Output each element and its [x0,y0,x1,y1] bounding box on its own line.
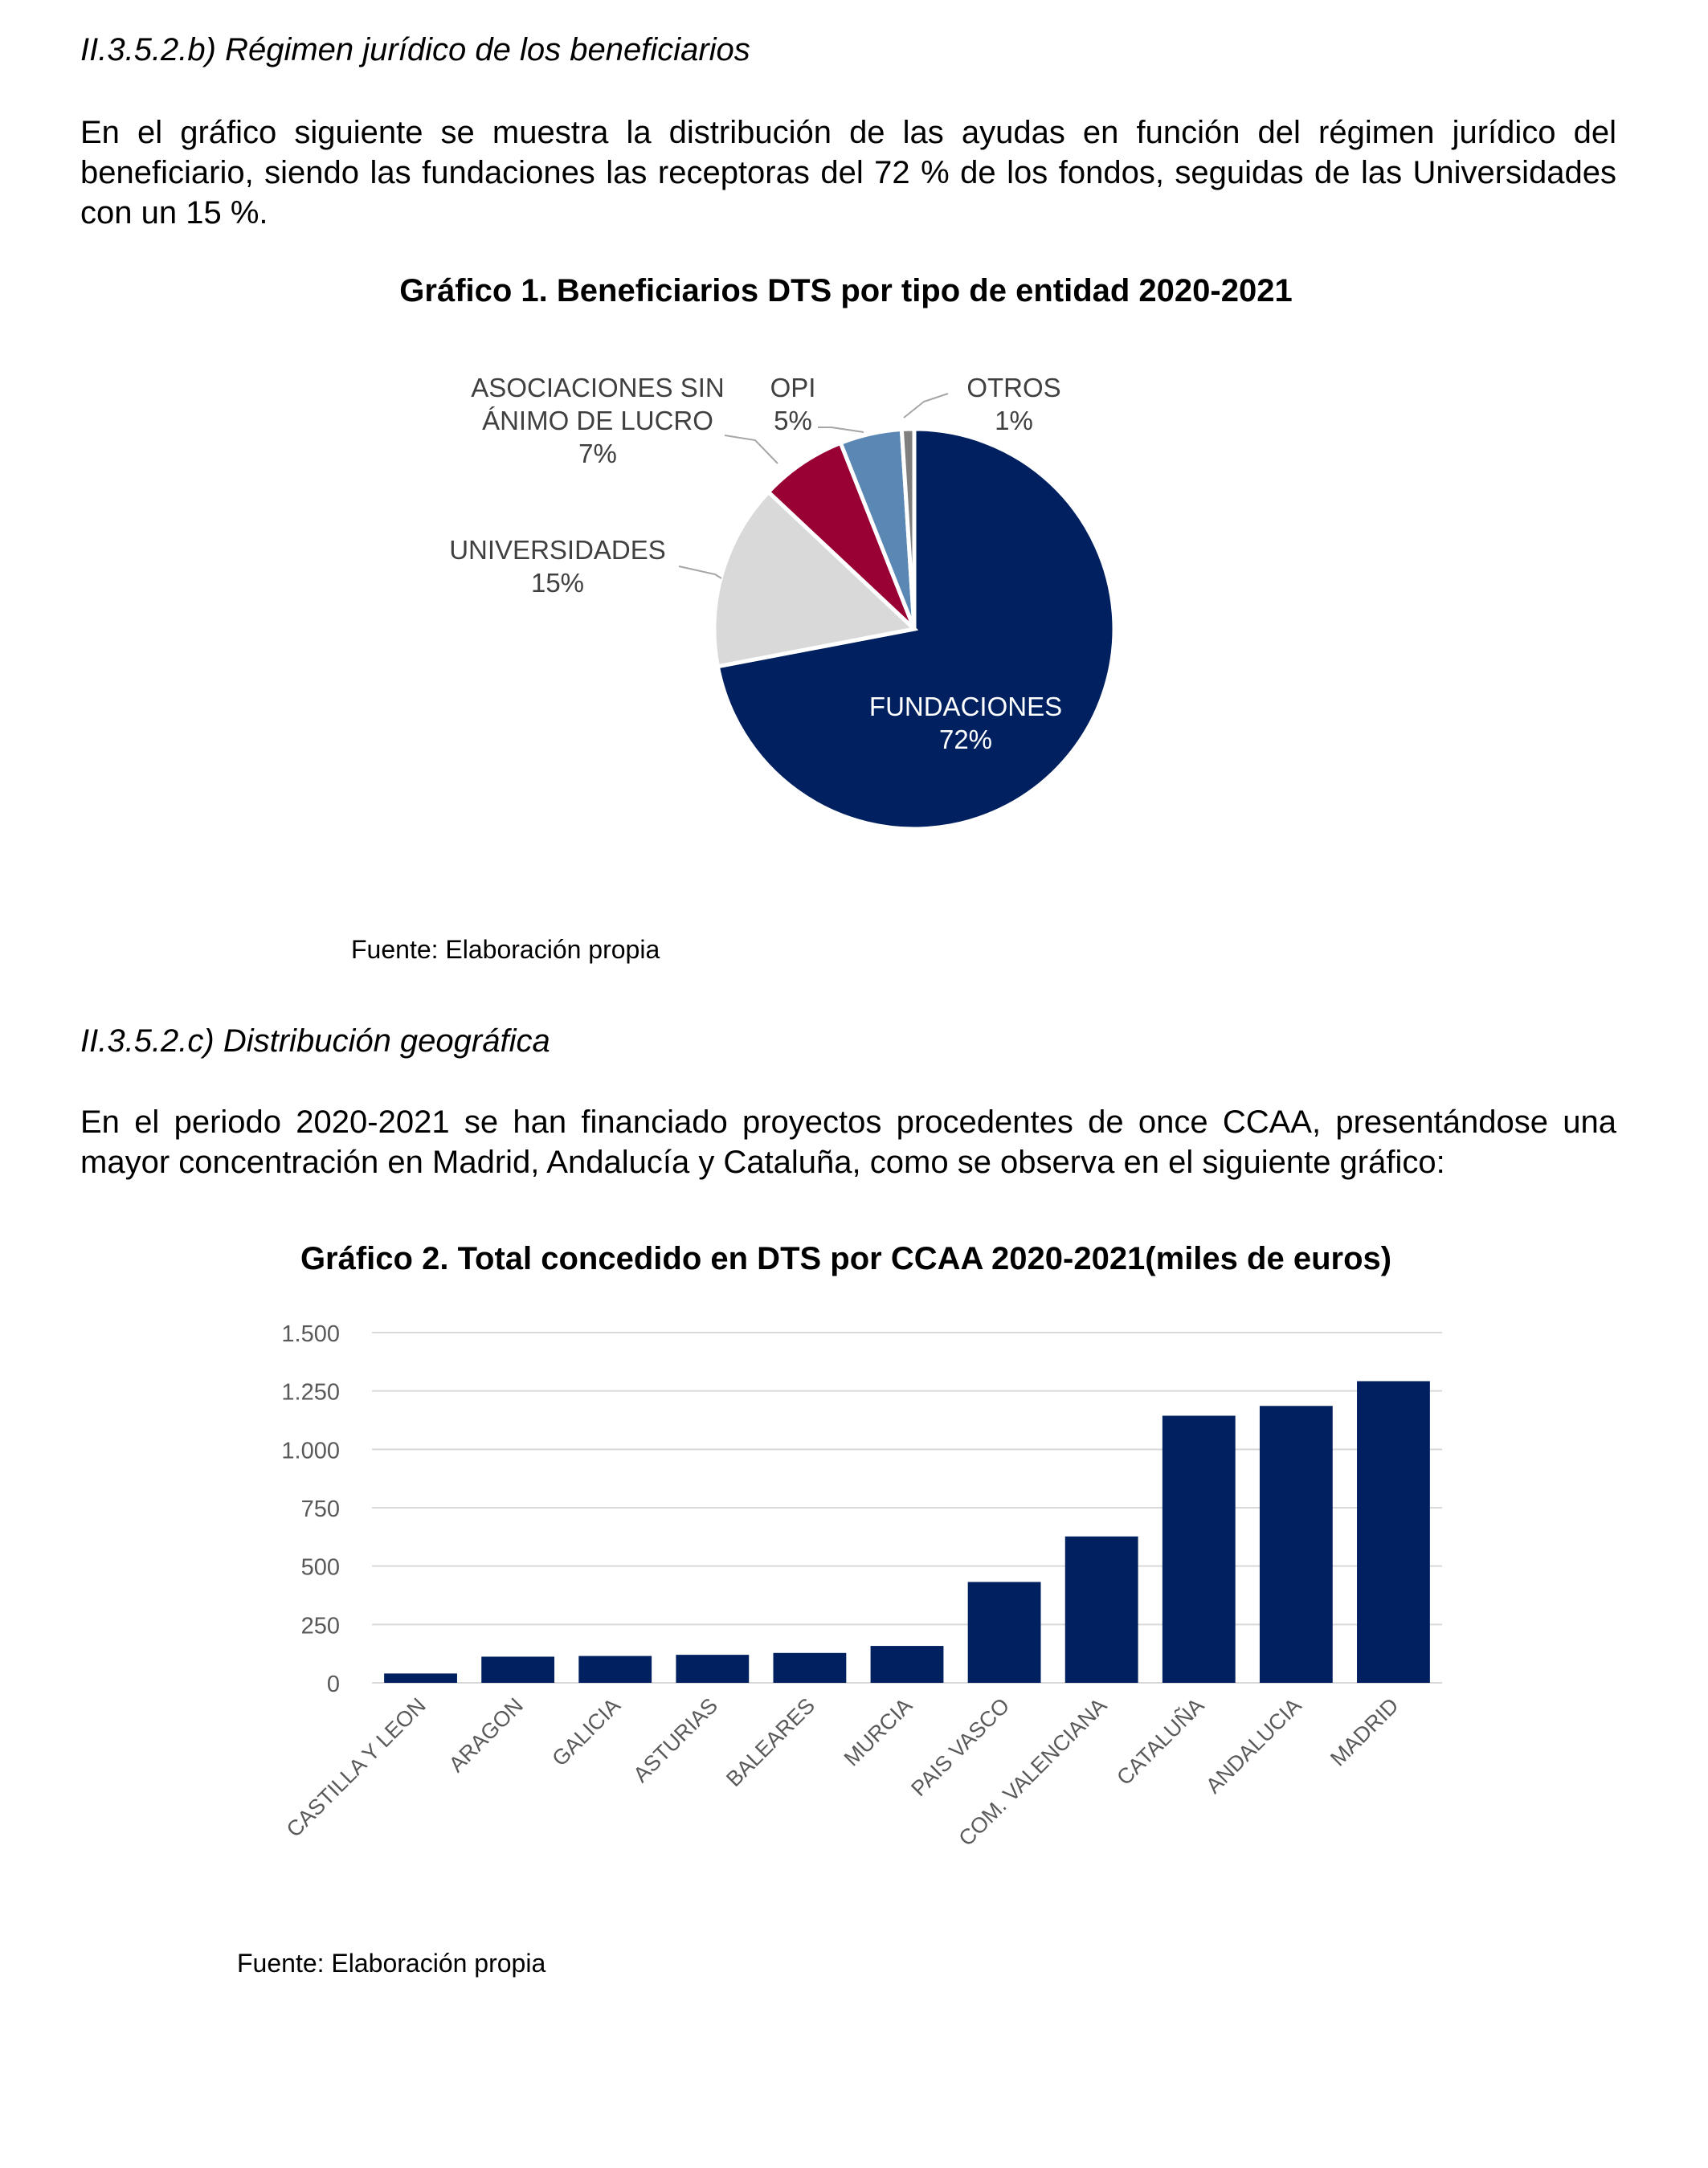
pie-label-asociaciones: ASOCIACIONES SIN [471,373,724,402]
pie-label-opi: 5% [774,406,812,435]
bar-pais-vasco [967,1582,1041,1683]
leader-line-asociaciones [724,435,778,464]
chart2-source: Fuente: Elaboración propia [237,1949,546,1978]
x-tick-label: BALEARES [721,1693,819,1791]
x-tick-label: ARAGON [444,1693,528,1777]
y-tick-label: 0 [327,1672,340,1697]
y-tick-label: 1.000 [281,1438,340,1464]
bar-madrid [1357,1381,1430,1683]
pie-label-otros: OTROS [966,373,1060,402]
section-c-heading: II.3.5.2.c) Distribución geográfica [80,1023,550,1059]
pie-slice-universidades [712,489,919,669]
x-tick-label: PAIS VASCO [906,1693,1014,1801]
x-tick-label: MADRID [1326,1693,1404,1771]
bar-asturias [676,1655,750,1683]
leader-line-opi [818,427,864,433]
x-tick-label: GALICIA [547,1693,625,1771]
bar-andalucia [1259,1406,1333,1683]
section-b-heading: II.3.5.2.b) Régimen jurídico de los bene… [80,32,750,67]
x-tick-label: ANDALUCIA [1201,1693,1306,1798]
bar-baleares [773,1652,847,1683]
bar-galicia [578,1656,652,1683]
bar-castilla-y-leon [384,1673,457,1683]
chart1-title: Gráfico 1. Beneficiarios DTS por tipo de… [399,273,1293,308]
section-c-paragraph: En el periodo 2020-2021 se han financiad… [80,1104,1616,1180]
x-tick-label: CATALUÑA [1112,1692,1209,1790]
bar-cataluña [1162,1415,1236,1683]
y-tick-label: 750 [301,1496,340,1522]
section-b-paragraph: En el gráfico siguiente se muestra la di… [80,115,1616,231]
pie-label-otros: 1% [995,406,1033,435]
y-tick-label: 1.500 [281,1321,340,1347]
x-tick-label: ASTURIAS [628,1693,722,1787]
bar-chart: 0 250 500 750 1.000 1.250 1.500 CASTILLA Y LEON… [281,1321,1442,1851]
bar-com-valenciana [1064,1536,1138,1683]
y-tick-label: 250 [301,1613,340,1639]
pie-label-fundaciones: FUNDACIONES [869,692,1062,721]
pie-label-fundaciones: 72% [939,725,992,754]
leader-line-otros [903,393,949,418]
x-tick-label: CASTILLA Y LEON [282,1693,431,1842]
chart1-source: Fuente: Elaboración propia [351,935,660,964]
pie-label-universidades: UNIVERSIDADES [449,535,666,565]
pie-slice-otros [899,427,917,630]
pie-label-asociaciones: ÁNIMO DE LUCRO [482,406,713,435]
pie-label-universidades: 15% [531,568,584,598]
y-tick-label: 1.250 [281,1380,340,1406]
leader-line-universidades [678,565,722,579]
pie-label-asociaciones: 7% [578,439,617,468]
x-tick-label: MURCIA [840,1693,917,1771]
pie-label-opi: OPI [770,373,816,402]
bar-aragon [481,1656,555,1683]
chart2-title: Gráfico 2. Total concedido en DTS por CC… [300,1241,1392,1276]
bar-murcia [870,1646,944,1683]
y-tick-label: 500 [301,1555,340,1581]
